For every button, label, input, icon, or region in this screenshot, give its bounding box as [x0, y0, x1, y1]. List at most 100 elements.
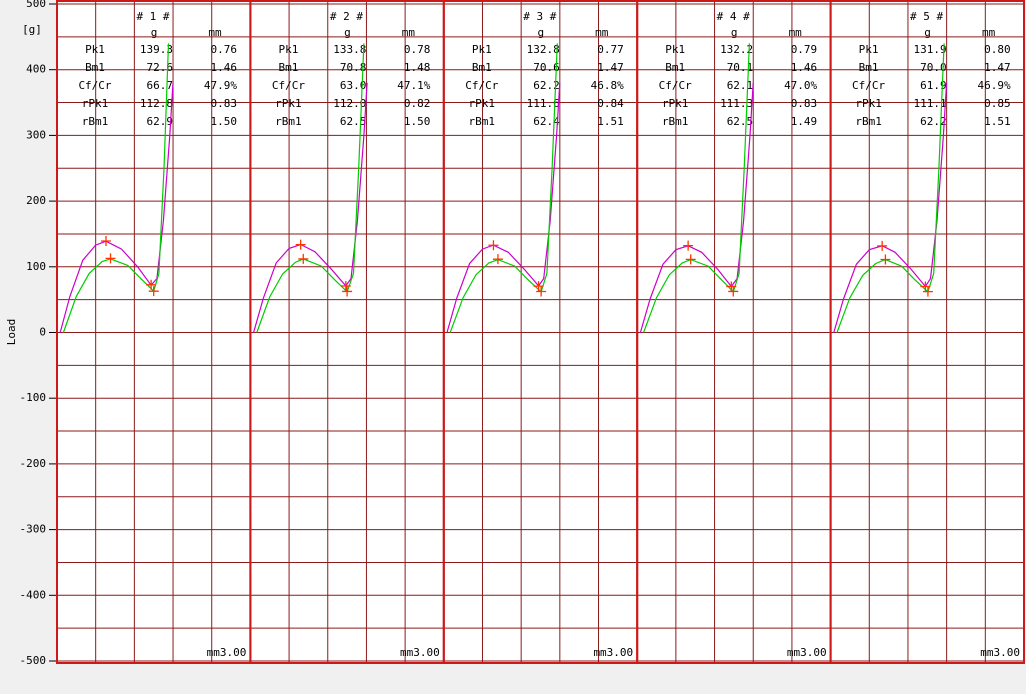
- row-label: rBm1: [82, 115, 109, 128]
- row-label: rPk1: [275, 97, 302, 110]
- panel-border: [829, 0, 1025, 664]
- point-marker: [298, 253, 309, 264]
- x-axis-label: mm3.00: [207, 646, 247, 659]
- point-marker: [922, 286, 933, 297]
- load-curve: [256, 43, 365, 333]
- load-curve: [62, 43, 170, 333]
- cell-mm: 0.79: [791, 43, 818, 56]
- cell-mm: 1.47: [597, 61, 624, 74]
- load-curve: [253, 82, 368, 333]
- y-tick-label: -200: [20, 457, 47, 470]
- cell-g: 62.1: [727, 79, 754, 92]
- cell-mm: 1.51: [597, 115, 624, 128]
- cell-g: 70.1: [727, 61, 754, 74]
- cell-g: 72.6: [147, 61, 174, 74]
- row-label: Cf/Cr: [465, 79, 498, 92]
- y-tick-label: 100: [26, 260, 46, 273]
- row-label: Pk1: [85, 43, 105, 56]
- cell-g: 111.1: [913, 97, 946, 110]
- column-header: g: [731, 26, 738, 39]
- row-label: Bm1: [85, 61, 105, 74]
- column-header: g: [344, 26, 351, 39]
- point-marker: [728, 286, 739, 297]
- column-header: mm: [595, 26, 609, 39]
- cell-g: 70.0: [920, 61, 947, 74]
- row-label: rBm1: [275, 115, 302, 128]
- point-marker: [536, 286, 547, 297]
- point-marker: [533, 281, 544, 292]
- row-label: Bm1: [665, 61, 685, 74]
- cell-mm: 0.78: [404, 43, 431, 56]
- load-curve: [639, 82, 754, 333]
- cell-g: 111.6: [527, 97, 560, 110]
- cell-g: 111.3: [720, 97, 753, 110]
- cell-mm: 1.50: [211, 115, 238, 128]
- cell-mm: 0.83: [791, 97, 818, 110]
- point-marker: [683, 240, 694, 251]
- row-label: Cf/Cr: [272, 79, 305, 92]
- cell-mm: 1.50: [404, 115, 431, 128]
- row-label: Bm1: [859, 61, 879, 74]
- cell-mm: 47.9%: [204, 79, 237, 92]
- cell-mm: 1.51: [984, 115, 1011, 128]
- y-tick-label: -500: [20, 654, 47, 667]
- point-marker: [685, 254, 696, 265]
- row-label: Pk1: [665, 43, 685, 56]
- cell-mm: 46.8%: [591, 79, 624, 92]
- point-marker: [877, 240, 888, 251]
- y-tick-label: 0: [39, 326, 46, 339]
- panel-title: # 4 #: [717, 10, 750, 23]
- row-label: Pk1: [472, 43, 492, 56]
- cell-mm: 0.84: [597, 97, 624, 110]
- column-header: g: [537, 26, 544, 39]
- row-label: Pk1: [278, 43, 298, 56]
- cell-mm: 0.80: [984, 43, 1011, 56]
- cell-g: 62.5: [727, 115, 754, 128]
- cell-g: 139.3: [140, 43, 173, 56]
- point-marker: [295, 239, 306, 250]
- load-curve: [836, 43, 945, 333]
- row-label: Cf/Cr: [659, 79, 692, 92]
- row-label: rPk1: [662, 97, 689, 110]
- column-header: mm: [789, 26, 803, 39]
- cell-mm: 0.82: [404, 97, 431, 110]
- row-label: rPk1: [82, 97, 109, 110]
- cell-mm: 1.46: [791, 61, 818, 74]
- row-label: rBm1: [855, 115, 882, 128]
- row-label: Bm1: [278, 61, 298, 74]
- point-marker: [488, 240, 499, 251]
- row-label: rBm1: [469, 115, 496, 128]
- row-label: rPk1: [855, 97, 882, 110]
- cell-mm: 0.76: [211, 43, 238, 56]
- y-tick-label: 200: [26, 194, 46, 207]
- load-curve: [643, 43, 750, 333]
- load-curve: [59, 82, 174, 333]
- cell-mm: 1.46: [211, 61, 238, 74]
- point-marker: [726, 281, 737, 292]
- cell-g: 62.9: [147, 115, 174, 128]
- cell-mm: 0.77: [597, 43, 624, 56]
- cell-g: 63.0: [340, 79, 367, 92]
- y-tick-label: 400: [26, 63, 46, 76]
- cell-g: 66.7: [147, 79, 174, 92]
- cell-mm: 0.83: [211, 97, 238, 110]
- cell-g: 132.2: [720, 43, 753, 56]
- point-marker: [342, 286, 353, 297]
- point-marker: [920, 281, 931, 292]
- column-header: g: [151, 26, 158, 39]
- cell-mm: 1.47: [984, 61, 1011, 74]
- point-marker: [148, 286, 159, 297]
- cell-g: 132.8: [527, 43, 560, 56]
- row-label: Cf/Cr: [78, 79, 111, 92]
- point-marker: [105, 253, 116, 264]
- panel-title: # 2 #: [330, 10, 363, 23]
- y-tick-label: 300: [26, 128, 46, 141]
- point-marker: [100, 235, 111, 246]
- cell-g: 70.8: [340, 61, 367, 74]
- y-tick-label: -400: [20, 588, 47, 601]
- column-header: mm: [982, 26, 996, 39]
- x-axis-label: mm3.00: [980, 646, 1020, 659]
- panel-title: # 5 #: [910, 10, 943, 23]
- cell-g: 62.5: [340, 115, 367, 128]
